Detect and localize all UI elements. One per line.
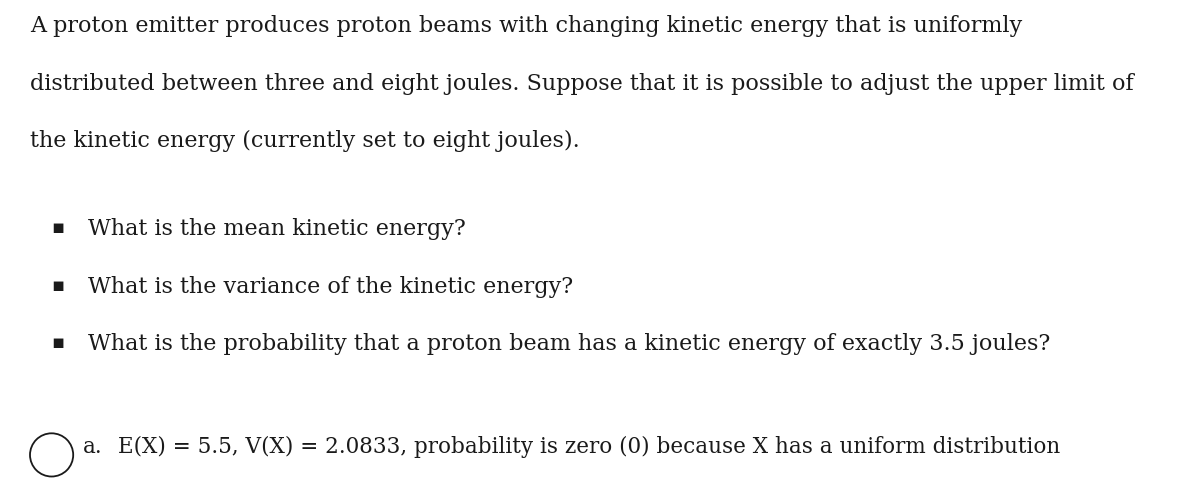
Text: What is the probability that a proton beam has a kinetic energy of exactly 3.5 j: What is the probability that a proton be… (88, 333, 1050, 355)
Text: ▪: ▪ (52, 218, 65, 237)
Text: E(X) = 5.5, V(X) = 2.0833, probability is zero (0) because X has a uniform distr: E(X) = 5.5, V(X) = 2.0833, probability i… (118, 436, 1060, 458)
Text: A proton emitter produces proton beams with changing kinetic energy that is unif: A proton emitter produces proton beams w… (30, 15, 1022, 37)
Text: What is the mean kinetic energy?: What is the mean kinetic energy? (88, 218, 466, 240)
Text: distributed between three and eight joules. Suppose that it is possible to adjus: distributed between three and eight joul… (30, 73, 1134, 95)
Text: the kinetic energy (currently set to eight joules).: the kinetic energy (currently set to eig… (30, 130, 580, 152)
Text: What is the variance of the kinetic energy?: What is the variance of the kinetic ener… (88, 276, 572, 298)
Text: ▪: ▪ (52, 276, 65, 295)
Text: ▪: ▪ (52, 333, 65, 352)
Text: a.: a. (83, 436, 102, 458)
